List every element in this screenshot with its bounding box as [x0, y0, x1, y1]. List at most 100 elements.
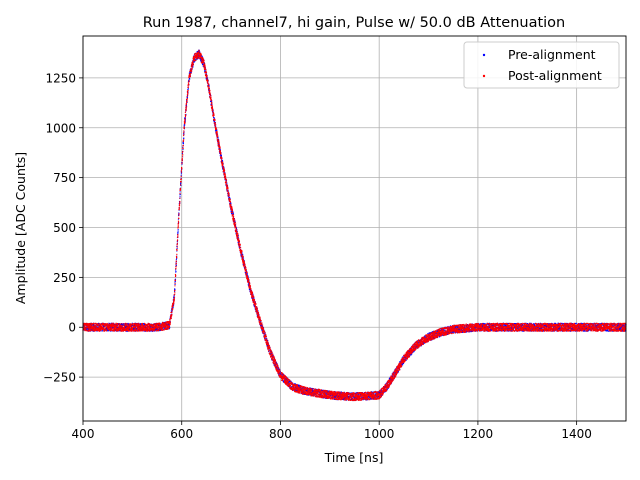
data-point [429, 332, 431, 334]
data-point [404, 357, 406, 359]
data-point [243, 260, 245, 262]
data-layer [82, 49, 627, 402]
data-point [183, 125, 185, 127]
data-point [180, 183, 182, 185]
data-point [367, 396, 369, 398]
data-point [174, 283, 176, 285]
data-point [319, 394, 322, 396]
data-point [521, 325, 523, 327]
data-point [366, 399, 368, 401]
data-point [354, 393, 356, 395]
data-point [279, 372, 281, 374]
data-point [213, 117, 215, 119]
data-point [215, 129, 217, 132]
data-point [355, 392, 357, 394]
data-point [264, 333, 266, 335]
data-point [362, 399, 364, 401]
data-point [375, 393, 377, 395]
data-point [464, 327, 466, 329]
data-point [256, 306, 258, 309]
data-point [204, 66, 206, 68]
data-point [201, 55, 203, 57]
data-point [462, 331, 464, 333]
data-point [176, 250, 178, 252]
data-point [260, 324, 263, 326]
data-point [457, 327, 459, 329]
data-point [434, 334, 436, 336]
data-point [356, 393, 358, 395]
data-point [220, 154, 222, 156]
data-point [106, 326, 108, 328]
data-point [200, 55, 202, 57]
data-point [296, 389, 298, 391]
data-point [242, 263, 244, 266]
data-point [134, 324, 136, 327]
data-point [155, 322, 157, 324]
data-point [168, 324, 171, 326]
data-point [218, 143, 220, 145]
data-point [179, 196, 181, 198]
data-point [447, 328, 449, 330]
data-point [175, 269, 177, 271]
data-point [514, 327, 516, 329]
data-point [292, 389, 294, 392]
data-point [466, 324, 469, 326]
data-point [232, 213, 234, 215]
data-point [87, 328, 89, 330]
data-point [480, 328, 482, 330]
data-point [125, 330, 127, 332]
data-point [427, 333, 429, 335]
data-point [106, 328, 108, 330]
data-point [101, 330, 103, 332]
data-point [261, 325, 263, 327]
chart-title: Run 1987, channel7, hi gain, Pulse w/ 50… [143, 15, 566, 31]
data-point [311, 387, 313, 390]
data-point [140, 323, 142, 325]
data-point [131, 324, 133, 326]
data-point [362, 396, 364, 399]
data-point [202, 63, 204, 65]
data-point [204, 70, 206, 72]
data-point [231, 212, 233, 214]
data-point [489, 324, 491, 326]
data-point [455, 326, 457, 328]
data-point [478, 328, 480, 330]
data-point [432, 330, 434, 333]
data-point [238, 244, 240, 246]
data-point [109, 322, 111, 325]
data-point [446, 333, 449, 335]
data-point [181, 152, 183, 154]
data-point [98, 322, 100, 325]
data-point [188, 79, 190, 81]
data-point [266, 339, 268, 341]
data-point [471, 323, 473, 325]
data-point [487, 330, 489, 332]
data-point [116, 325, 118, 327]
data-point [191, 69, 193, 71]
data-point [163, 328, 165, 330]
data-point [402, 362, 405, 365]
data-point [500, 325, 502, 327]
data-point [235, 224, 237, 226]
data-point [119, 330, 121, 332]
data-point [429, 337, 431, 339]
data-point [137, 329, 139, 331]
data-point [180, 174, 182, 176]
data-point [203, 62, 205, 64]
data-point [275, 367, 277, 369]
data-point [424, 335, 426, 337]
data-point [321, 389, 323, 391]
data-point [289, 385, 291, 387]
data-point [373, 392, 375, 394]
data-point [115, 323, 117, 326]
data-point [92, 325, 94, 327]
data-point [248, 285, 250, 287]
data-point [325, 397, 327, 399]
data-point [524, 328, 526, 330]
data-point [244, 271, 246, 274]
data-point [270, 353, 272, 355]
data-point [173, 297, 175, 299]
data-point [327, 390, 330, 392]
data-point [288, 382, 290, 384]
data-point [498, 323, 500, 325]
